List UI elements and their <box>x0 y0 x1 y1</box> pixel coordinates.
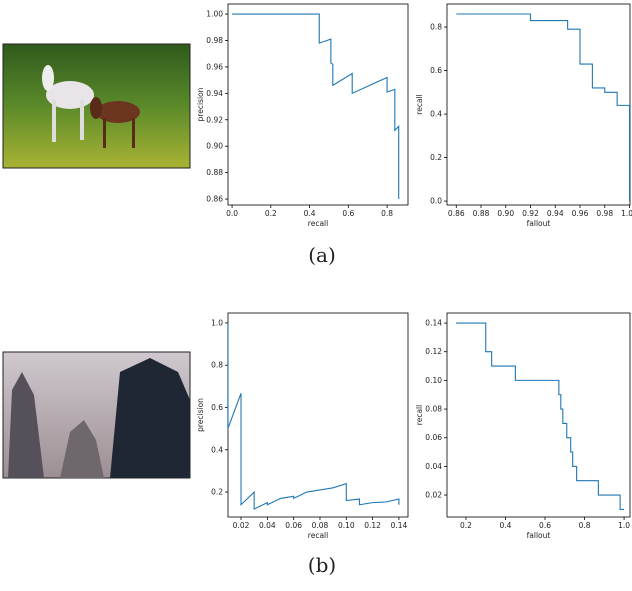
x-tick-label: 1.00 <box>621 209 632 218</box>
x-axis-label: fallout <box>527 219 551 228</box>
y-tick-label: 0.4 <box>430 110 442 119</box>
photo-horses <box>3 44 190 168</box>
y-tick-label: 0.4 <box>211 445 223 454</box>
plot-frame <box>228 4 408 205</box>
y-tick-label: 0.8 <box>211 361 223 370</box>
x-tick-label: 0.10 <box>338 521 355 530</box>
y-tick-label: 0.2 <box>211 488 223 497</box>
x-tick-label: 0.96 <box>572 209 589 218</box>
plot-frame <box>447 4 630 205</box>
y-tick-label: 0.10 <box>425 376 442 385</box>
y-tick-label: 0.96 <box>206 62 223 71</box>
y-tick-label: 0.8 <box>430 23 442 32</box>
x-tick-label: 0.88 <box>473 209 490 218</box>
y-tick-label: 0.12 <box>425 347 442 356</box>
x-tick-label: 0.4 <box>304 209 316 218</box>
y-tick-label: 0.04 <box>425 462 442 471</box>
y-tick-label: 0.98 <box>206 36 223 45</box>
x-axis-label: fallout <box>527 531 551 540</box>
y-tick-label: 0.92 <box>206 115 223 124</box>
data-line <box>232 14 399 199</box>
x-tick-label: 0.6 <box>539 521 551 530</box>
x-tick-label: 0.86 <box>448 209 465 218</box>
y-tick-label: 0.6 <box>430 66 442 75</box>
data-line <box>228 323 399 509</box>
y-tick-label: 1.0 <box>211 318 223 327</box>
x-tick-label: 0.8 <box>579 521 591 530</box>
figure: (a) (b) 0.0 0.2 0.4 0.6 0.8 0.86 0.88 0.90 0.92 0… <box>0 0 632 587</box>
photo-mountains <box>3 352 190 478</box>
caption: (b) <box>308 553 336 577</box>
y-tick-label: 0.6 <box>211 403 223 412</box>
x-tick-label: 0.0 <box>226 209 238 218</box>
y-axis-label: recall <box>415 94 424 114</box>
x-tick-label: 0.90 <box>497 209 514 218</box>
y-tick-label: 0.2 <box>430 153 442 162</box>
y-tick-label: 0.06 <box>425 433 442 442</box>
y-tick-label: 0.02 <box>425 491 442 500</box>
y-tick-label: 1.00 <box>206 10 223 19</box>
x-tick-label: 0.92 <box>522 209 539 218</box>
x-tick-label: 0.2 <box>265 209 277 218</box>
y-axis-label: precision <box>196 87 205 121</box>
x-tick-label: 0.04 <box>259 521 276 530</box>
y-tick-label: 0.14 <box>425 319 442 328</box>
x-tick-label: 0.02 <box>233 521 250 530</box>
caption: (a) <box>308 243 336 267</box>
x-tick-label: 0.12 <box>364 521 381 530</box>
x-tick-label: 0.6 <box>342 209 354 218</box>
x-tick-label: 0.98 <box>596 209 613 218</box>
y-axis-label: recall <box>415 405 424 425</box>
data-line <box>456 323 624 509</box>
x-tick-label: 1.0 <box>618 521 630 530</box>
x-tick-label: 0.08 <box>312 521 329 530</box>
x-tick-label: 0.8 <box>381 209 393 218</box>
y-tick-label: 0.0 <box>430 197 442 206</box>
x-axis-label: recall <box>308 531 328 540</box>
plot-frame <box>228 313 408 517</box>
y-tick-label: 0.88 <box>206 168 223 177</box>
x-tick-label: 0.94 <box>547 209 564 218</box>
y-tick-label: 0.94 <box>206 89 223 98</box>
y-tick-label: 0.90 <box>206 142 223 151</box>
x-axis-label: recall <box>308 219 328 228</box>
data-line <box>456 14 629 201</box>
plot-frame <box>447 313 630 517</box>
x-tick-label: 0.2 <box>460 521 472 530</box>
x-tick-label: 0.4 <box>500 521 512 530</box>
y-axis-label: precision <box>196 398 205 432</box>
x-tick-label: 0.06 <box>285 521 302 530</box>
y-tick-label: 0.08 <box>425 405 442 414</box>
y-tick-label: 0.86 <box>206 195 223 204</box>
x-tick-label: 0.14 <box>391 521 408 530</box>
